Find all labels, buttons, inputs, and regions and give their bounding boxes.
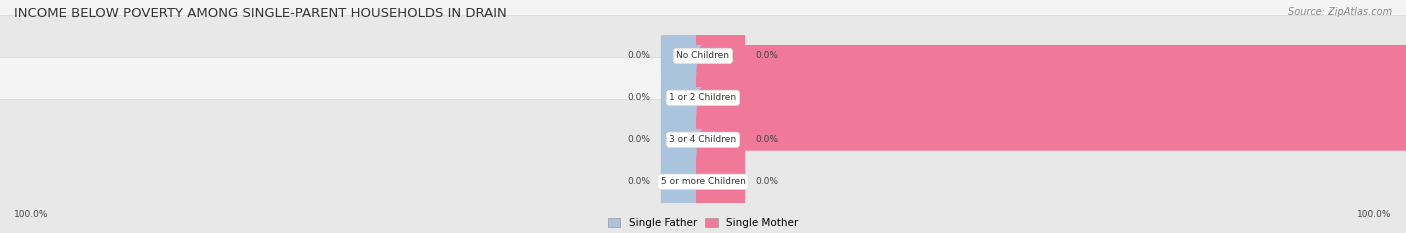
Text: No Children: No Children bbox=[676, 51, 730, 60]
Text: 5 or more Children: 5 or more Children bbox=[661, 177, 745, 186]
FancyBboxPatch shape bbox=[696, 129, 745, 233]
Text: 0.0%: 0.0% bbox=[756, 51, 779, 60]
FancyBboxPatch shape bbox=[696, 87, 745, 193]
FancyBboxPatch shape bbox=[661, 45, 710, 151]
FancyBboxPatch shape bbox=[696, 45, 1406, 151]
FancyBboxPatch shape bbox=[0, 16, 1406, 180]
Text: Source: ZipAtlas.com: Source: ZipAtlas.com bbox=[1288, 7, 1392, 17]
FancyBboxPatch shape bbox=[0, 58, 1406, 222]
FancyBboxPatch shape bbox=[661, 87, 710, 193]
Text: 0.0%: 0.0% bbox=[627, 51, 650, 60]
Text: 0.0%: 0.0% bbox=[756, 177, 779, 186]
FancyBboxPatch shape bbox=[661, 3, 710, 109]
Text: 0.0%: 0.0% bbox=[627, 135, 650, 144]
Text: 0.0%: 0.0% bbox=[756, 135, 779, 144]
FancyBboxPatch shape bbox=[0, 0, 1406, 138]
Text: 1 or 2 Children: 1 or 2 Children bbox=[669, 93, 737, 102]
Text: 100.0%: 100.0% bbox=[1357, 210, 1392, 219]
Text: 0.0%: 0.0% bbox=[627, 177, 650, 186]
FancyBboxPatch shape bbox=[661, 129, 710, 233]
Text: 0.0%: 0.0% bbox=[627, 93, 650, 102]
Legend: Single Father, Single Mother: Single Father, Single Mother bbox=[607, 218, 799, 228]
FancyBboxPatch shape bbox=[0, 99, 1406, 233]
Text: 3 or 4 Children: 3 or 4 Children bbox=[669, 135, 737, 144]
FancyBboxPatch shape bbox=[696, 3, 745, 109]
Text: INCOME BELOW POVERTY AMONG SINGLE-PARENT HOUSEHOLDS IN DRAIN: INCOME BELOW POVERTY AMONG SINGLE-PARENT… bbox=[14, 7, 506, 20]
Text: 100.0%: 100.0% bbox=[14, 210, 49, 219]
